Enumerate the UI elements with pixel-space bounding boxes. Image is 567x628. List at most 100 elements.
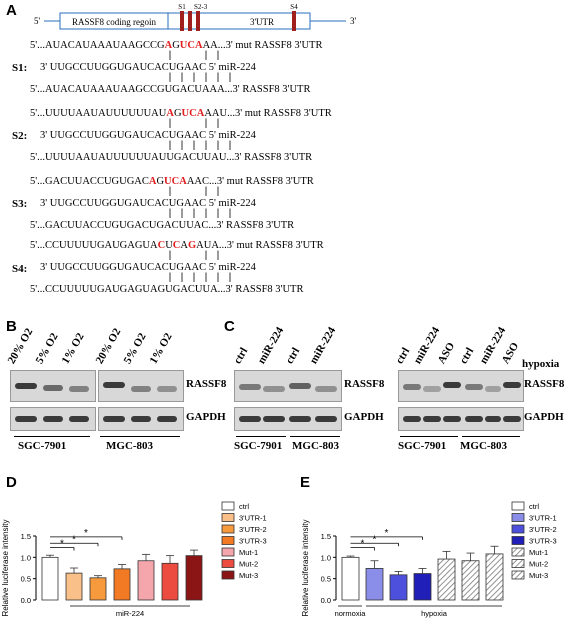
panel-letter-e: E xyxy=(300,474,311,491)
legend-label: 3'UTR-3 xyxy=(529,537,557,546)
y-tick-label: 0.5 xyxy=(321,575,331,584)
seq-part: A...3' mut RASSF8 3'UTR xyxy=(210,40,323,51)
mutated-base: A xyxy=(202,40,211,51)
bar-0 xyxy=(41,556,59,601)
seq-part: UA...3' mut RASSF8 3'UTR xyxy=(203,240,324,251)
site-3-wt-seq: 5'...GACUUACCUGUGACUGACUUAC...3' RASSF8 … xyxy=(30,220,295,231)
legend-swatch xyxy=(511,559,525,568)
b-lane-label: 1% O2 xyxy=(59,331,87,366)
map-5prime: 5' xyxy=(34,16,41,26)
bar-6 xyxy=(485,553,504,601)
panel-letter-d: D xyxy=(6,474,17,491)
mutated-base: C xyxy=(187,40,195,51)
mutated-base: C xyxy=(157,240,166,251)
bar-5 xyxy=(461,560,480,601)
site-marker-s4 xyxy=(292,11,296,31)
pairing-bars: | | | xyxy=(167,119,222,130)
site-label: S3: xyxy=(12,198,28,210)
bar-4 xyxy=(137,560,155,601)
gene-map: 5' RASSF8 coding regoin 3'UTR S1 S2-3 S4… xyxy=(34,3,357,31)
c1-rassf8-label: RASSF8 xyxy=(344,378,385,390)
mutated-base: C xyxy=(189,108,197,119)
site-3-mir-seq: 3' UUGCCUUGGUGAUCACUGAAC 5' miR-224 xyxy=(40,198,256,209)
blot-c2-gapdh xyxy=(398,407,524,431)
legend-swatch xyxy=(221,501,235,511)
c1-lane-label: miR-224 xyxy=(307,325,339,366)
site-label: S2: xyxy=(12,130,28,142)
pairing-bars: | | | | | | xyxy=(167,73,234,84)
b-lane-label: 20% O2 xyxy=(93,326,124,366)
mutated-base: A xyxy=(164,40,173,51)
blot-c1-gapdh xyxy=(234,407,342,431)
map-3prime: 3' xyxy=(350,16,357,26)
legend-swatch xyxy=(221,536,235,545)
map-coding-label: RASSF8 coding regoin xyxy=(72,17,157,27)
bar-3 xyxy=(413,573,432,601)
bar-4 xyxy=(437,558,456,601)
mutated-base: U xyxy=(181,108,190,119)
blot-b1-gapdh xyxy=(10,407,96,431)
mutated-base: G xyxy=(156,176,165,187)
c1-cell-sgc: SGC-7901 xyxy=(234,440,283,452)
site-2-mir-seq: 3' UUGCCUUGGUGAUCACUGAAC 5' miR-224 xyxy=(40,130,256,141)
site-marker-s3 xyxy=(196,11,200,31)
pairing-bars: | | | xyxy=(167,187,222,198)
c2-lane-label: ctrl xyxy=(457,345,477,366)
bar-2 xyxy=(389,574,408,601)
seq-part: 5'...UUUUAAUAUUUUUUAU xyxy=(30,108,167,119)
legend-label: 3'UTR-2 xyxy=(529,525,557,534)
c2-cell-mgc: MGC-803 xyxy=(460,440,508,452)
sig-star: * xyxy=(385,528,389,539)
y-tick-label: 1.0 xyxy=(321,553,331,562)
seq-part: 5'...AUACAUAAAUAAGCCG xyxy=(30,40,165,51)
y-tick-label: 1.5 xyxy=(21,532,31,541)
pairing-bars: | | | | | | xyxy=(167,273,234,284)
pairing-bars: | | | xyxy=(167,51,222,62)
legend-swatch xyxy=(511,501,525,511)
y-axis-label: Relative luciferase intensity xyxy=(301,520,310,617)
c2-lane-label: ASO xyxy=(435,340,458,366)
y-tick-label: 0.0 xyxy=(321,596,331,605)
legend-swatch xyxy=(511,547,525,557)
panel-letter-a: A xyxy=(6,2,17,19)
site-label: S4: xyxy=(12,263,28,275)
b-lane-label: 1% O2 xyxy=(147,331,175,366)
mutated-base: G xyxy=(173,108,182,119)
mutated-base: A xyxy=(186,176,195,187)
b-rassf8-label: RASSF8 xyxy=(186,378,227,390)
y-tick-label: 1.0 xyxy=(21,553,31,562)
bar-6 xyxy=(185,555,203,601)
bar-3 xyxy=(113,568,131,601)
blot-c1-rassf8 xyxy=(234,370,342,402)
legend-label: Mut-2 xyxy=(239,560,258,569)
c2-gapdh-label: GAPDH xyxy=(524,411,564,423)
bar-1 xyxy=(365,568,384,601)
legend-swatch xyxy=(221,570,235,580)
site-1-wt-seq: 5'...AUACAUAAAUAAGCCGUGACUAAA...3' RASSF… xyxy=(30,84,311,95)
y-tick-label: 0.0 xyxy=(21,596,31,605)
legend-label: Mut-2 xyxy=(529,560,548,569)
b-cell-mgc: MGC-803 xyxy=(106,440,154,452)
mutated-base: C xyxy=(172,240,181,251)
b-lane-label: 5% O2 xyxy=(33,331,61,366)
mutated-base: G xyxy=(187,240,197,251)
seq-part: AC...3' mut RASSF8 3'UTR xyxy=(194,176,314,187)
b-cell-sgc: SGC-7901 xyxy=(18,440,67,452)
blot-b2-gapdh xyxy=(98,407,184,431)
c-hypoxia-label: hypoxia xyxy=(522,358,560,370)
mutated-base: A xyxy=(179,176,187,187)
seq-part: AU...3' mut RASSF8 3'UTR xyxy=(211,108,332,119)
sig-star: * xyxy=(60,539,64,550)
mutated-base: U xyxy=(165,240,173,251)
legend-label: Mut-3 xyxy=(239,571,258,580)
mutated-base: U xyxy=(164,176,172,187)
site-2-wt-seq: 5'...UUUUAAUAUUUUUUAUUGACUUAU...3' RASSF… xyxy=(30,152,313,163)
map-s23: S2-3 xyxy=(194,3,208,11)
mutated-base: A xyxy=(166,108,174,119)
legend-swatch xyxy=(511,570,525,580)
blot-c2-rassf8 xyxy=(398,370,524,402)
mutated-base: A xyxy=(204,108,212,119)
c1-lane-label: miR-224 xyxy=(255,325,287,366)
b-gapdh-label: GAPDH xyxy=(186,411,226,423)
panel-letter-b: B xyxy=(6,318,17,335)
